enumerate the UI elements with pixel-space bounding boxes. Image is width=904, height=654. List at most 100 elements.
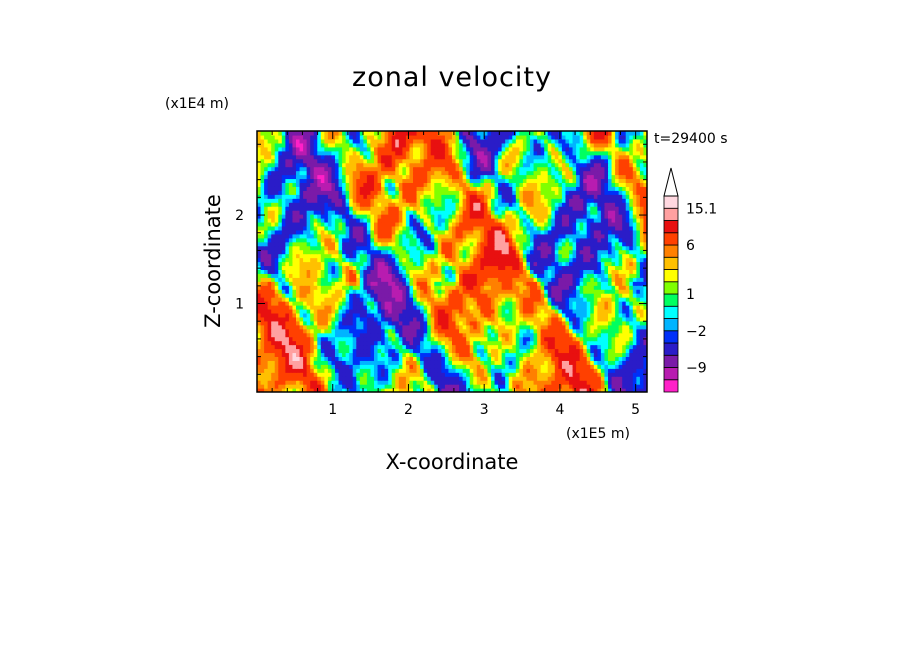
field-cell — [522, 364, 528, 369]
field-cell — [505, 297, 510, 302]
field-cell — [629, 293, 634, 298]
field-cell — [260, 229, 265, 235]
field-cell — [299, 241, 304, 247]
field-cell — [615, 237, 620, 243]
field-cell — [608, 218, 613, 223]
field-cell — [622, 261, 627, 267]
field-cell — [296, 356, 301, 361]
field-cell — [611, 344, 616, 350]
field-cell — [299, 277, 304, 282]
field-cell — [561, 316, 567, 322]
field-cell — [327, 384, 333, 389]
field-cell — [593, 368, 598, 373]
field-cell — [487, 320, 492, 326]
field-cell — [352, 384, 357, 389]
field-cell — [381, 214, 386, 219]
field-cell — [604, 360, 609, 365]
field-cell — [491, 301, 496, 306]
field-cell — [544, 285, 549, 290]
field-cell — [604, 336, 609, 342]
field-cell — [494, 269, 499, 274]
field-cell — [296, 285, 301, 290]
field-cell — [586, 249, 591, 255]
field-cell — [530, 312, 535, 318]
field-cell — [547, 336, 552, 342]
field-cell — [374, 372, 379, 377]
field-cell — [508, 249, 513, 255]
field-cell — [388, 305, 393, 310]
field-cell — [558, 316, 563, 322]
field-cell — [374, 221, 379, 227]
field-cell — [526, 277, 531, 282]
field-cell — [427, 277, 432, 282]
field-cell — [257, 245, 262, 251]
field-cell — [604, 328, 609, 334]
field-cell — [462, 218, 467, 223]
field-cell — [434, 289, 439, 294]
field-cell — [264, 261, 269, 267]
field-cell — [260, 241, 265, 247]
field-cell — [625, 388, 630, 392]
field-cell — [597, 237, 602, 243]
field-cell — [540, 324, 545, 330]
field-cell — [324, 281, 329, 286]
field-cell — [452, 237, 457, 243]
field-cell — [636, 249, 641, 255]
field-cell — [356, 301, 361, 306]
field-cell — [533, 308, 538, 314]
field-cell — [416, 241, 421, 247]
field-cell — [501, 368, 506, 373]
field-cell — [600, 336, 606, 342]
field-cell — [597, 257, 602, 263]
field-cell — [629, 316, 634, 322]
field-cell — [629, 332, 634, 338]
field-cell — [264, 221, 269, 227]
field-cell — [327, 340, 333, 346]
field-cell — [420, 281, 425, 286]
field-cell — [537, 384, 542, 389]
field-cell — [267, 225, 272, 231]
field-cell — [615, 218, 620, 223]
field-cell — [508, 360, 513, 365]
field-cell — [530, 265, 535, 270]
field-cell — [448, 352, 453, 357]
field-cell — [356, 281, 361, 286]
field-cell — [466, 340, 471, 346]
field-cell — [363, 368, 368, 373]
field-cell — [494, 308, 499, 314]
field-cell — [569, 352, 574, 357]
field-cell — [530, 221, 535, 227]
field-cell — [615, 352, 620, 357]
field-cell — [331, 316, 336, 322]
field-cell — [281, 261, 286, 267]
field-cell — [271, 356, 276, 361]
field-cell — [423, 218, 428, 223]
field-cell — [395, 360, 400, 365]
field-cell — [395, 218, 400, 223]
field-cell — [600, 376, 606, 381]
field-cell — [544, 289, 549, 294]
field-cell — [288, 265, 294, 270]
field-cell — [494, 253, 499, 259]
field-cell — [544, 237, 549, 243]
field-cell — [515, 312, 520, 318]
field-cell — [558, 388, 563, 392]
field-cell — [345, 352, 350, 357]
field-cell — [491, 277, 496, 282]
field-cell — [608, 301, 613, 306]
field-cell — [483, 380, 489, 385]
field-cell — [285, 324, 290, 330]
field-cell — [281, 241, 286, 247]
field-cell — [618, 257, 623, 263]
field-cell — [530, 340, 535, 346]
field-cell — [526, 214, 531, 219]
field-cell — [487, 348, 492, 354]
field-cell — [455, 269, 460, 274]
field-cell — [430, 384, 435, 389]
field-cell — [462, 308, 467, 314]
field-cell — [430, 336, 435, 342]
field-cell — [576, 352, 581, 357]
field-cell — [593, 336, 598, 342]
field-cell — [537, 336, 542, 342]
field-cell — [618, 316, 623, 322]
